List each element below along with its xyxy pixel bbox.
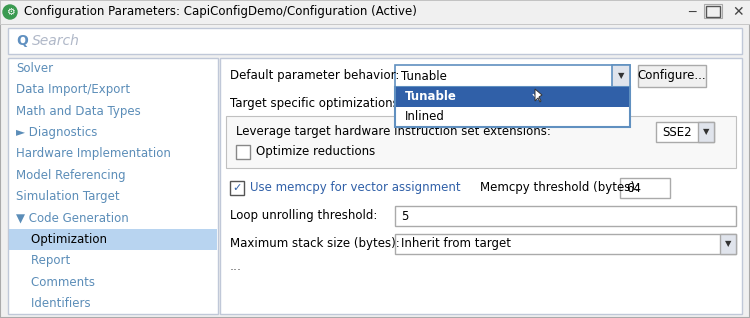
Bar [395, 234, 736, 254]
Text: Data Import/Export: Data Import/Export [16, 84, 130, 96]
Bar [395, 87, 630, 127]
Text: Maximum stack size (bytes):: Maximum stack size (bytes): [230, 238, 400, 251]
Text: Use memcpy for vector assignment: Use memcpy for vector assignment [250, 182, 460, 195]
Text: Report: Report [16, 254, 70, 267]
Text: Memcpy threshold (bytes):: Memcpy threshold (bytes): [480, 182, 639, 195]
Bar [720, 234, 736, 254]
Text: Model Referencing: Model Referencing [16, 169, 125, 182]
Text: Hardware Implementation: Hardware Implementation [16, 148, 171, 161]
Text: ─: ─ [688, 5, 696, 18]
Polygon shape [535, 89, 542, 102]
Text: Tunable: Tunable [401, 70, 447, 82]
Bar [612, 65, 630, 87]
Text: ▼: ▼ [724, 239, 731, 248]
Text: Inlined: Inlined [405, 110, 445, 123]
Text: Default parameter behavior:: Default parameter behavior: [230, 70, 399, 82]
Text: Q: Q [16, 34, 28, 48]
Bar [656, 122, 714, 142]
Text: Leverage target hardware instruction set extensions:: Leverage target hardware instruction set… [236, 126, 550, 139]
Bar [220, 58, 742, 314]
Text: ▼ Code Generation: ▼ Code Generation [16, 211, 129, 225]
Bar [706, 6, 720, 17]
Text: Optimization: Optimization [16, 233, 107, 246]
Bar [704, 4, 722, 18]
Text: Tunable: Tunable [405, 91, 457, 103]
Text: 64: 64 [626, 182, 641, 195]
Text: ✓: ✓ [232, 183, 242, 193]
Circle shape [3, 5, 17, 19]
Bar [230, 181, 244, 195]
Bar [9, 229, 217, 250]
Text: ► Diagnostics: ► Diagnostics [16, 126, 98, 139]
Text: Search: Search [32, 34, 80, 48]
Text: Optimize reductions: Optimize reductions [256, 146, 375, 158]
Text: Simulation Target: Simulation Target [16, 190, 120, 203]
Text: Solver: Solver [16, 62, 53, 75]
Bar [395, 65, 630, 87]
Bar [0, 24, 750, 25]
Text: Math and Data Types: Math and Data Types [16, 105, 141, 118]
Bar [8, 28, 742, 54]
Bar [638, 65, 706, 87]
Bar [395, 206, 736, 226]
Bar [226, 116, 736, 168]
Text: Loop unrolling threshold:: Loop unrolling threshold: [230, 210, 377, 223]
Text: Identifiers: Identifiers [16, 297, 91, 310]
Text: SSE2: SSE2 [662, 126, 692, 139]
Text: ▼: ▼ [703, 128, 709, 136]
Text: Configuration Parameters: CapiConfigDemo/Configuration (Active): Configuration Parameters: CapiConfigDemo… [24, 5, 417, 18]
Bar [0, 0, 750, 24]
Text: ▼: ▼ [618, 72, 624, 80]
Text: Comments: Comments [16, 275, 95, 288]
Text: Configure...: Configure... [638, 70, 706, 82]
Bar [620, 178, 670, 198]
Text: Target specific optimizations: Target specific optimizations [230, 98, 399, 110]
Bar [8, 58, 218, 314]
Text: 5: 5 [401, 210, 408, 223]
Text: ✕: ✕ [732, 5, 744, 19]
Bar [396, 87, 629, 107]
Text: ⚙: ⚙ [6, 7, 14, 17]
Text: Inherit from target: Inherit from target [401, 238, 511, 251]
Bar [236, 145, 250, 159]
Text: ...: ... [230, 259, 242, 273]
Bar [698, 122, 714, 142]
